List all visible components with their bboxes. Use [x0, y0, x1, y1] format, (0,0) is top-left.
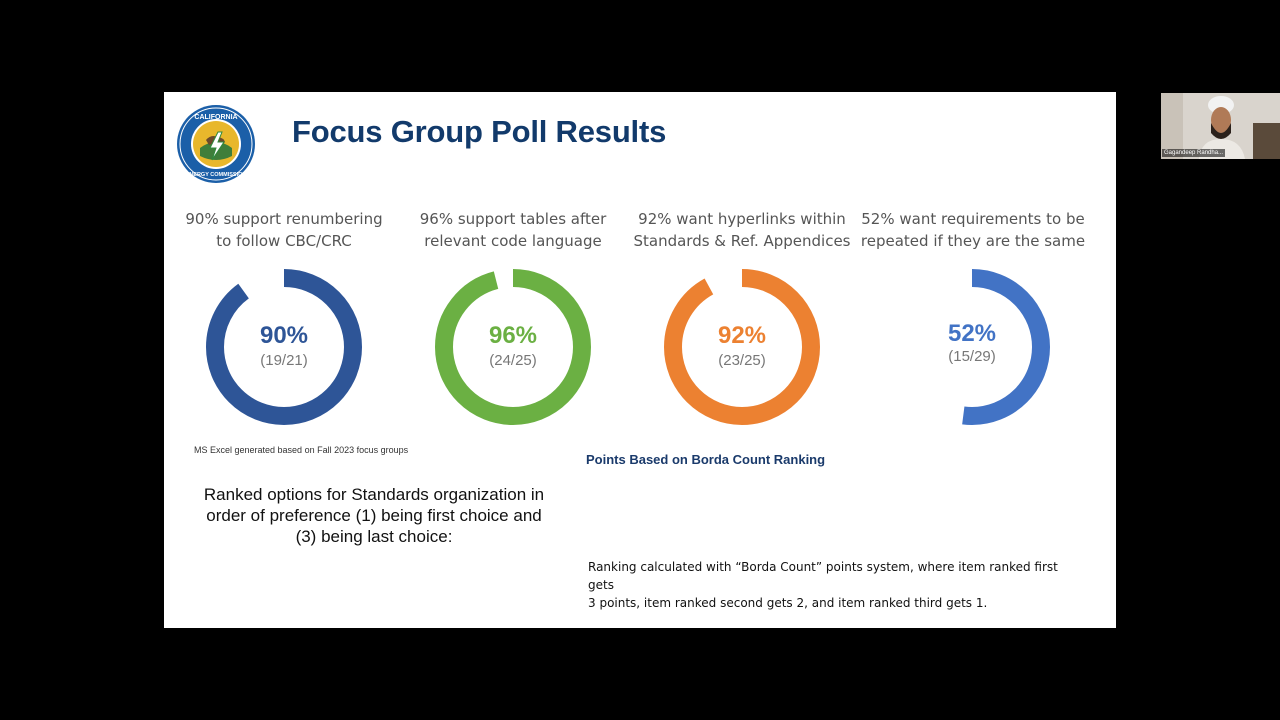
- slide-title: Focus Group Poll Results: [292, 114, 667, 149]
- poll-question-line: 90% support renumbering: [185, 210, 383, 228]
- source-note: MS Excel generated based on Fall 2023 fo…: [194, 445, 409, 455]
- explanation-line: 3 points, item ranked second gets 2, and…: [588, 596, 988, 610]
- poll-question-line: relevant code language: [424, 232, 602, 250]
- borda-heading: Points Based on Borda Count Ranking: [586, 452, 826, 467]
- ranked-line: order of preference (1) being first choi…: [206, 506, 542, 525]
- poll-question-line: 96% support tables after: [419, 210, 607, 228]
- donut-arc-3: [664, 269, 820, 425]
- donut-arc-2: [435, 269, 591, 425]
- poll-question-line: 92% want hyperlinks within: [638, 210, 846, 228]
- poll-question-line: to follow CBC/CRC: [216, 232, 352, 250]
- poll-question-1: 90% support renumbering to follow CBC/CR…: [169, 208, 399, 252]
- ranked-options-text: Ranked options for Standards organizatio…: [194, 484, 554, 547]
- poll-percent-4: 52%: [947, 320, 997, 347]
- ranked-line: (3) being last choice:: [295, 527, 453, 546]
- donut-chart-2: [435, 269, 591, 425]
- donut-chart-1: [206, 269, 362, 425]
- poll-fraction-3: (23/25): [718, 352, 766, 369]
- borda-explanation: Ranking calculated with “Borda Count” po…: [588, 558, 1078, 612]
- participant-name-label: Gagandeep Randha...: [1162, 149, 1226, 157]
- donut-arc-4: [894, 269, 1050, 425]
- poll-question-2: 96% support tables after relevant code l…: [398, 208, 628, 252]
- poll-question-4: 52% want requirements to be repeated if …: [858, 208, 1088, 252]
- poll-question-line: 52% want requirements to be: [861, 210, 1085, 228]
- ranked-line: Ranked options for Standards organizatio…: [203, 485, 545, 504]
- logo-top-text: CALIFORNIA: [194, 114, 237, 121]
- poll-percent-2: 96%: [488, 322, 538, 349]
- poll-question-3: 92% want hyperlinks within Standards & R…: [627, 208, 857, 252]
- donut-chart-4: [894, 269, 1050, 425]
- poll-question-line: repeated if they are the same: [860, 232, 1086, 250]
- presentation-slide: CALIFORNIA ENERGY COMMISSION Focus Group…: [164, 92, 1116, 628]
- explanation-line: Ranking calculated with “Borda Count” po…: [588, 560, 1058, 592]
- poll-fraction-4: (15/29): [948, 348, 996, 365]
- donut-arc-1: [206, 269, 362, 425]
- poll-fraction-2: (24/25): [489, 352, 537, 369]
- poll-percent-3: 92%: [717, 322, 767, 349]
- participant-video-tile[interactable]: Gagandeep Randha...: [1161, 93, 1280, 159]
- poll-question-line: Standards & Ref. Appendices: [633, 232, 851, 250]
- logo-bottom-text: ENERGY COMMISSION: [186, 172, 247, 178]
- donut-chart-3: [664, 269, 820, 425]
- california-energy-commission-seal-icon: CALIFORNIA ENERGY COMMISSION: [177, 105, 255, 183]
- poll-percent-1: 90%: [259, 322, 309, 349]
- poll-fraction-1: (19/21): [260, 352, 308, 369]
- participant-video-image: [1161, 93, 1280, 159]
